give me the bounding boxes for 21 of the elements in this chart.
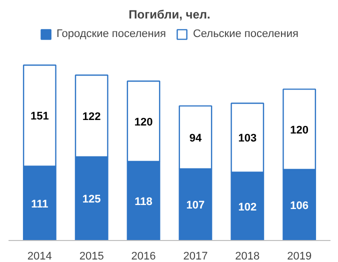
data-label: 94 bbox=[189, 132, 202, 144]
data-label: 151 bbox=[30, 110, 49, 123]
x-tick-label: 2018 bbox=[235, 250, 260, 262]
data-label: 118 bbox=[134, 196, 152, 208]
x-tick-label: 2016 bbox=[131, 250, 156, 262]
x-tick-label: 2014 bbox=[27, 250, 52, 262]
data-label: 120 bbox=[134, 116, 153, 128]
data-label: 102 bbox=[238, 201, 257, 214]
data-label: 111 bbox=[31, 198, 48, 210]
x-tick-label: 2015 bbox=[79, 250, 104, 262]
data-label: 107 bbox=[186, 200, 205, 212]
data-label: 120 bbox=[290, 124, 309, 136]
x-tick-label: 2019 bbox=[287, 250, 312, 262]
data-label: 125 bbox=[82, 194, 101, 206]
x-tick-label: 2017 bbox=[183, 250, 208, 262]
chart-title: Погибли, чел. bbox=[128, 8, 210, 22]
data-label: 106 bbox=[290, 200, 309, 212]
legend-label: Сельские поселения bbox=[192, 28, 298, 40]
data-label: 103 bbox=[238, 132, 257, 145]
data-label: 122 bbox=[82, 110, 101, 123]
legend-label: Городские поселения bbox=[56, 28, 166, 40]
